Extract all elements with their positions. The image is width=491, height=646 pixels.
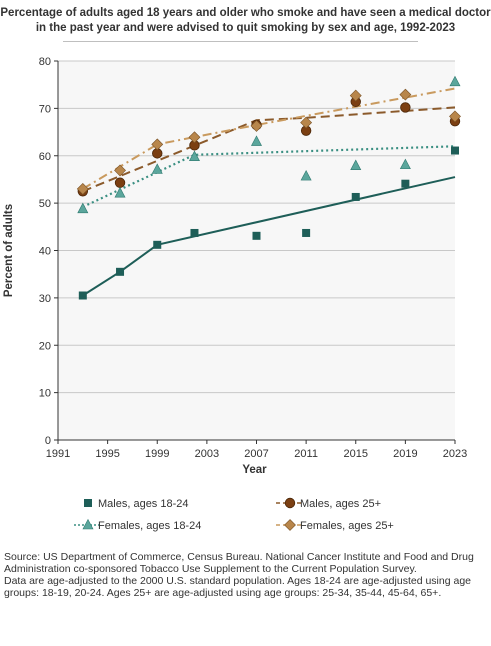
x-tick-label: 2015 [344, 448, 368, 460]
legend-label-2: Females, ages 18-24 [98, 520, 201, 532]
series-0-point [78, 291, 87, 300]
series-0-point [153, 240, 162, 249]
y-tick-label: 70 [39, 103, 51, 115]
y-tick-label: 40 [39, 246, 51, 258]
series-3-point [349, 89, 362, 102]
legend-label-0: Males, ages 18-24 [98, 498, 189, 510]
y-tick-label: 80 [39, 56, 51, 68]
series-1-trend-line [82, 106, 456, 193]
series-0-point [401, 179, 410, 188]
y-tick-label: 30 [39, 293, 51, 305]
series-3-point [399, 88, 412, 101]
series-2-point [251, 135, 262, 146]
y-tick-label: 10 [39, 388, 51, 400]
source-note: Source: US Department of Commerce, Censu… [4, 551, 488, 599]
x-tick-label: 2023 [443, 448, 467, 460]
legend-marker-3 [284, 519, 296, 531]
series-0-point [190, 228, 199, 237]
legend-label-1: Males, ages 25+ [300, 498, 381, 510]
series-0-trend-line [82, 176, 456, 297]
series-2-point [77, 202, 89, 214]
x-axis-title: Year [242, 464, 267, 476]
series-2-point [151, 163, 163, 174]
legend-label-3: Females, ages 25+ [300, 520, 394, 532]
series-2-point [449, 75, 461, 87]
series-3-point [76, 182, 89, 195]
x-tick-label: 2003 [195, 448, 219, 460]
series-3-point [300, 116, 313, 129]
series-3-point [250, 119, 263, 132]
title-divider [63, 41, 418, 42]
y-tick-label: 20 [39, 340, 51, 352]
series-2-point [114, 187, 126, 198]
legend-marker-0 [84, 499, 92, 507]
series-3-point [188, 131, 201, 144]
x-tick-label: 2007 [244, 448, 268, 460]
series-1-point [400, 102, 411, 113]
series-3-point [114, 164, 126, 177]
adjustment-note: Data are age-adjusted to the 2000 U.S. s… [4, 575, 471, 599]
legend-marker-2 [82, 518, 94, 530]
series-2-point [399, 158, 411, 170]
series-0-point [116, 267, 125, 276]
legend-marker-1 [284, 497, 296, 509]
chart-svg: 0 10 20 30 40 50 60 70 80 1991 1995 1999 2003 2007 201… [3, 56, 467, 532]
x-tick-label: 1999 [145, 448, 169, 460]
x-tick-label: 2019 [393, 448, 417, 460]
series-2-point [188, 150, 200, 161]
series-3-point [151, 138, 164, 151]
x-tick-label: 2011 [294, 448, 318, 460]
y-tick-label: 60 [39, 151, 51, 163]
series-3-point [449, 110, 461, 123]
series-0-point [252, 231, 261, 240]
y-tick-label: 0 [45, 435, 51, 447]
x-tick-label: 1991 [46, 448, 70, 460]
series-2-point [350, 159, 362, 170]
y-tick-label: 50 [39, 198, 51, 210]
chart-title: Percentage of adults aged 18 years and o… [0, 7, 491, 34]
series-0-point [302, 228, 311, 237]
source-text: Source: US Department of Commerce, Censu… [4, 551, 474, 575]
series-0-point [451, 146, 459, 155]
x-tick-label: 1995 [95, 448, 119, 460]
series-0-point [351, 192, 360, 201]
y-axis-title: Percent of adults [3, 204, 15, 297]
series-1-point [114, 177, 126, 188]
series-2-point [300, 169, 312, 181]
